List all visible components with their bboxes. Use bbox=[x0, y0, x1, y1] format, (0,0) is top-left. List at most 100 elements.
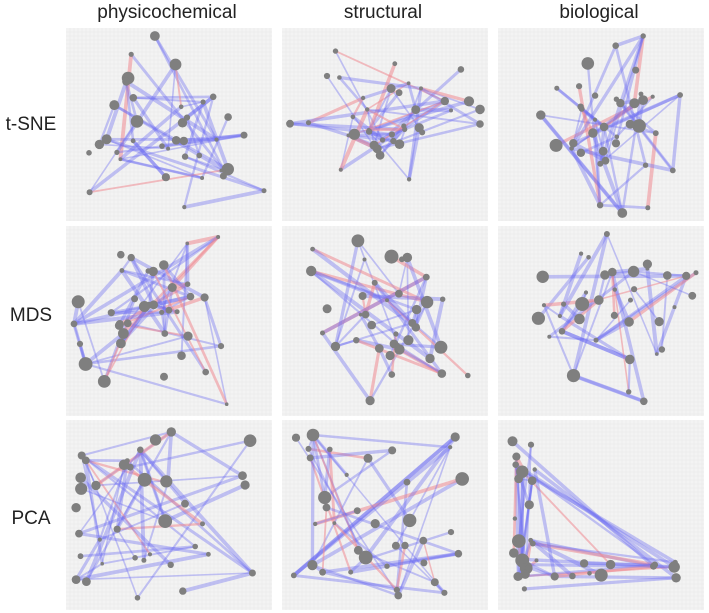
edge-blue bbox=[359, 313, 381, 350]
node bbox=[393, 586, 400, 593]
node bbox=[591, 92, 599, 99]
node bbox=[310, 246, 315, 252]
node bbox=[475, 104, 485, 115]
node bbox=[605, 559, 616, 570]
node bbox=[131, 295, 139, 303]
edge-red bbox=[354, 338, 444, 376]
node bbox=[159, 309, 165, 315]
edge-blue bbox=[632, 270, 694, 297]
edge-blue bbox=[98, 502, 186, 541]
edge-blue bbox=[119, 158, 204, 180]
panel-tsne-structural bbox=[282, 28, 488, 221]
node bbox=[159, 143, 165, 149]
edge-blue bbox=[101, 464, 125, 565]
edge-blue bbox=[310, 477, 465, 567]
edge-red bbox=[174, 63, 183, 108]
edge-blue bbox=[112, 103, 226, 172]
node bbox=[337, 75, 342, 80]
edge-blue bbox=[519, 479, 534, 566]
edge-blue bbox=[627, 358, 631, 393]
node bbox=[147, 552, 153, 557]
node bbox=[181, 499, 189, 508]
node bbox=[307, 560, 318, 571]
edge-blue bbox=[363, 435, 458, 560]
edge-blue bbox=[618, 101, 675, 172]
edge-blue bbox=[610, 270, 646, 404]
edge-blue bbox=[310, 269, 399, 347]
edge-blue bbox=[555, 86, 597, 122]
node bbox=[171, 136, 181, 145]
edge-blue bbox=[671, 93, 682, 173]
edge-blue bbox=[645, 266, 659, 356]
node bbox=[385, 298, 389, 303]
edge-blue bbox=[183, 95, 215, 209]
edge-blue bbox=[162, 263, 193, 299]
edge-blue bbox=[517, 443, 533, 541]
edge-blue bbox=[558, 232, 609, 318]
column-label-physicochemical: physicochemical bbox=[97, 2, 237, 23]
edge-blue bbox=[572, 374, 646, 403]
node bbox=[101, 134, 112, 145]
node bbox=[100, 561, 104, 566]
edge-red bbox=[366, 108, 406, 131]
node bbox=[457, 66, 465, 73]
node bbox=[388, 446, 397, 455]
edge-blue bbox=[160, 311, 166, 335]
edge-red bbox=[84, 459, 169, 485]
node bbox=[388, 131, 395, 138]
node bbox=[561, 301, 567, 307]
node bbox=[206, 551, 211, 557]
node bbox=[577, 103, 584, 110]
edge-blue bbox=[310, 247, 418, 330]
edge-blue bbox=[660, 274, 669, 351]
node bbox=[527, 476, 537, 485]
node bbox=[393, 331, 399, 337]
node bbox=[160, 475, 173, 488]
node bbox=[408, 319, 417, 327]
node bbox=[688, 291, 697, 300]
node bbox=[594, 568, 608, 582]
edge-blue bbox=[138, 447, 146, 563]
panel-mds-physicochemical bbox=[66, 226, 272, 416]
edge-red bbox=[88, 169, 223, 194]
edge-blue bbox=[128, 439, 252, 469]
edge-red bbox=[328, 447, 336, 525]
edge-blue bbox=[392, 342, 443, 349]
node bbox=[374, 344, 384, 353]
node bbox=[358, 292, 367, 300]
edge-blue bbox=[602, 125, 624, 215]
node bbox=[344, 472, 349, 477]
node bbox=[654, 317, 664, 327]
edge-blue bbox=[613, 34, 645, 48]
edge-blue bbox=[80, 488, 166, 522]
edge-blue bbox=[124, 79, 219, 142]
node bbox=[319, 568, 326, 576]
node bbox=[569, 572, 576, 580]
edge-blue bbox=[72, 268, 124, 326]
node bbox=[240, 480, 250, 490]
node bbox=[184, 281, 191, 287]
node bbox=[240, 131, 248, 139]
node bbox=[550, 572, 559, 581]
node bbox=[394, 139, 405, 149]
edge-blue bbox=[84, 458, 104, 566]
node bbox=[248, 569, 256, 577]
edge-blue bbox=[311, 433, 349, 477]
edge-blue bbox=[571, 232, 609, 378]
node bbox=[360, 95, 366, 101]
edge-blue bbox=[80, 454, 197, 548]
node bbox=[632, 66, 640, 74]
node bbox=[528, 537, 534, 543]
edge-blue bbox=[98, 143, 169, 150]
edge-red bbox=[366, 82, 410, 111]
node bbox=[515, 572, 523, 581]
panel-mds-structural bbox=[282, 226, 488, 416]
node bbox=[394, 591, 403, 600]
edge-red bbox=[395, 544, 407, 592]
edge-blue bbox=[320, 551, 461, 574]
node bbox=[132, 555, 138, 561]
edge-red bbox=[313, 477, 464, 526]
node bbox=[385, 350, 395, 361]
edge-blue bbox=[520, 469, 677, 565]
edge-blue bbox=[366, 108, 481, 125]
